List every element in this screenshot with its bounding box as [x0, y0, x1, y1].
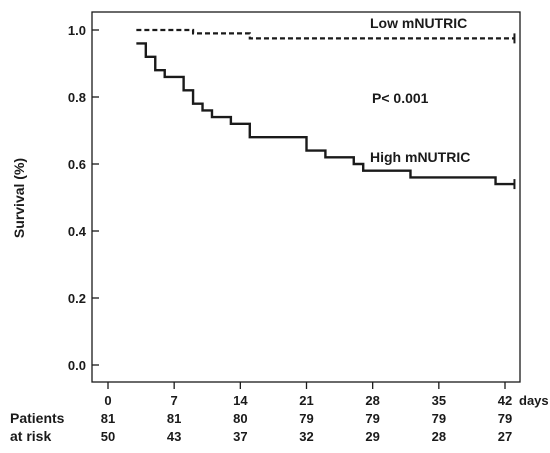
x-tick-label: 28: [365, 393, 379, 408]
x-tick-label: 7: [171, 393, 178, 408]
risk-table-cell: 37: [233, 429, 247, 444]
risk-table-cell: 81: [167, 411, 181, 426]
legend-label-high-mnutric: High mNUTRIC: [370, 149, 470, 165]
y-tick-label: 0.8: [68, 90, 86, 105]
risk-table-label-line1: Patients: [10, 410, 65, 426]
y-tick-label: 1.0: [68, 23, 86, 38]
y-tick-label: 0.2: [68, 291, 86, 306]
risk-table: 81 81 80 79 79 79 79 50 43 37 32 29 28 27: [101, 411, 512, 444]
x-axis-unit-label: days: [519, 393, 549, 408]
risk-table-cell: 43: [167, 429, 181, 444]
y-tick-label: 0.6: [68, 157, 86, 172]
p-value-annotation: P< 0.001: [372, 90, 429, 106]
risk-table-cell: 27: [498, 429, 512, 444]
risk-table-cell: 79: [365, 411, 379, 426]
x-axis: 0 7 14 21 28 35 42: [104, 382, 512, 408]
risk-table-cell: 79: [498, 411, 512, 426]
risk-table-cell: 29: [365, 429, 379, 444]
y-axis: 0.0 0.2 0.4 0.6 0.8 1.0: [68, 23, 99, 373]
x-tick-label: 42: [498, 393, 512, 408]
risk-table-cell: 50: [101, 429, 115, 444]
x-tick-label: 14: [233, 393, 248, 408]
risk-table-label-line2: at risk: [10, 428, 51, 444]
series-line-low-mnutric: [136, 28, 515, 40]
x-tick-label: 21: [299, 393, 313, 408]
legend-label-low-mnutric: Low mNUTRIC: [370, 15, 467, 31]
risk-table-cell: 79: [432, 411, 446, 426]
x-tick-label: 35: [432, 393, 446, 408]
risk-table-cell: 80: [233, 411, 247, 426]
risk-table-cell: 28: [432, 429, 446, 444]
y-axis-label: Survival (%): [11, 158, 27, 238]
y-tick-label: 0.0: [68, 358, 86, 373]
series-lines: [136, 28, 516, 190]
risk-table-cell: 32: [299, 429, 313, 444]
risk-table-cell: 81: [101, 411, 115, 426]
series-line-high-mnutric: [136, 42, 515, 186]
risk-table-cell: 79: [299, 411, 313, 426]
y-tick-label: 0.4: [68, 224, 87, 239]
x-tick-label: 0: [104, 393, 111, 408]
